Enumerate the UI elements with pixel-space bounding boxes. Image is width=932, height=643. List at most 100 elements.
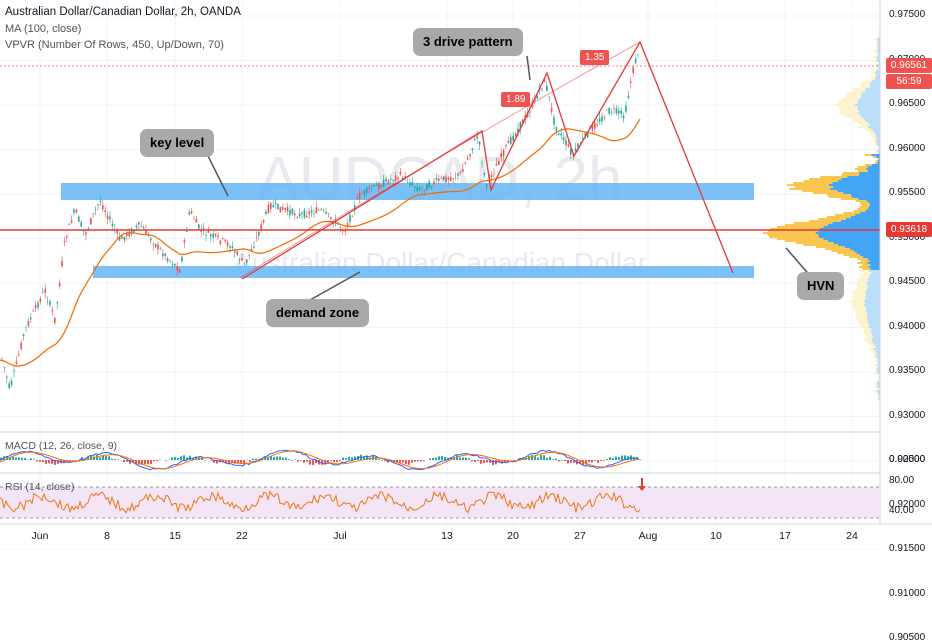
macd-histogram-bar bbox=[339, 460, 341, 461]
macd-histogram-bar bbox=[468, 459, 470, 460]
vp-bar-up bbox=[839, 106, 857, 108]
macd-histogram-bar bbox=[210, 460, 212, 461]
vp-bar-down bbox=[876, 140, 880, 142]
key-level-zone[interactable] bbox=[61, 183, 754, 200]
macd-label[interactable]: MACD (12, 26, close, 9) bbox=[5, 440, 117, 452]
macd-histogram-bar bbox=[561, 460, 563, 461]
candle-body bbox=[272, 205, 274, 207]
callout-demand-zone[interactable]: demand zone bbox=[266, 299, 369, 327]
candle-body bbox=[64, 241, 66, 242]
chart-title[interactable]: Australian Dollar/Canadian Dollar, 2h, O… bbox=[5, 6, 241, 18]
vp-bar-up bbox=[877, 398, 878, 400]
candle-body bbox=[95, 209, 97, 210]
vp-bar-down bbox=[819, 236, 880, 238]
vp-bar-down bbox=[846, 218, 880, 220]
macd-histogram-bar bbox=[603, 460, 605, 461]
indicator-vpvr-label[interactable]: VPVR (Number Of Rows, 450, Up/Down, 70) bbox=[5, 39, 224, 51]
macd-histogram-bar bbox=[378, 459, 380, 460]
macd-histogram-bar bbox=[612, 458, 614, 460]
vp-bar-up bbox=[874, 354, 877, 356]
vp-bar-down bbox=[867, 284, 880, 286]
vp-bar-down bbox=[869, 86, 880, 88]
candle-body bbox=[563, 137, 565, 140]
vp-bar-up bbox=[872, 346, 875, 348]
vp-bar-down bbox=[867, 262, 880, 264]
vp-bar-up bbox=[843, 212, 860, 214]
vp-bar-down bbox=[834, 242, 880, 244]
vp-bar-down bbox=[871, 328, 880, 330]
vp-bar-up bbox=[861, 204, 869, 206]
candle-body bbox=[157, 245, 159, 250]
candle-body bbox=[284, 208, 286, 210]
candle-body bbox=[414, 186, 416, 187]
vp-bar-up bbox=[875, 162, 877, 164]
vp-bar-down bbox=[837, 190, 880, 192]
candle-body bbox=[239, 259, 241, 260]
candle-body bbox=[234, 251, 236, 252]
vp-bar-up bbox=[877, 380, 878, 382]
vp-bar-down bbox=[867, 316, 880, 318]
candle-body bbox=[515, 133, 517, 135]
callout-key-level[interactable]: key level bbox=[140, 129, 214, 157]
vp-bar-down bbox=[877, 354, 880, 356]
candle-body bbox=[613, 108, 615, 109]
vp-bar-down bbox=[869, 124, 880, 126]
macd-histogram-bar bbox=[240, 460, 242, 463]
candle-body bbox=[299, 213, 301, 216]
candle-body bbox=[419, 188, 421, 191]
candle-body bbox=[208, 230, 210, 232]
vp-bar-up bbox=[879, 32, 880, 34]
vp-bar-down bbox=[875, 72, 880, 74]
callout-three-drive[interactable]: 3 drive pattern bbox=[413, 28, 523, 56]
demand-zone-rect[interactable] bbox=[93, 266, 754, 278]
candle-body bbox=[323, 210, 325, 211]
macd-histogram-bar bbox=[543, 455, 545, 460]
vp-bar-up bbox=[878, 152, 879, 154]
vp-bar-up bbox=[857, 208, 867, 210]
candle-body bbox=[244, 262, 246, 263]
vp-bar-up bbox=[874, 142, 877, 144]
candle-body bbox=[193, 219, 195, 220]
vp-bar-up bbox=[854, 298, 866, 300]
macd-histogram-bar bbox=[105, 456, 107, 460]
macd-histogram-bar bbox=[438, 456, 440, 460]
vp-bar-up bbox=[861, 274, 870, 276]
vp-bar-down bbox=[876, 136, 880, 138]
candle-body bbox=[476, 137, 478, 139]
candle-body bbox=[104, 210, 106, 212]
vp-bar-up bbox=[843, 254, 859, 256]
vp-bar-up bbox=[874, 144, 877, 146]
rsi-label[interactable]: RSI (14, close) bbox=[5, 481, 74, 493]
rsi-axis-top-label: 80.00 bbox=[884, 475, 932, 486]
vp-bar-down bbox=[847, 176, 880, 178]
vp-bar-down bbox=[867, 312, 880, 314]
vp-bar-down bbox=[861, 96, 880, 98]
candle-body bbox=[13, 370, 15, 371]
time-axis-label: 24 bbox=[846, 530, 858, 542]
vp-bar-down bbox=[875, 134, 880, 136]
vp-bar-up bbox=[857, 314, 867, 316]
vp-bar-up bbox=[809, 220, 841, 222]
vp-bar-down bbox=[850, 248, 880, 250]
vp-bar-down bbox=[855, 104, 880, 106]
macd-histogram-bar bbox=[72, 460, 74, 461]
vp-bar-up bbox=[858, 170, 868, 172]
vp-bar-up bbox=[876, 40, 878, 42]
indicator-ma-label[interactable]: MA (100, close) bbox=[5, 23, 81, 35]
candle-body bbox=[102, 205, 104, 209]
vp-bar-up bbox=[874, 390, 877, 392]
candle-body bbox=[174, 264, 176, 266]
macd-histogram-bar bbox=[465, 458, 467, 460]
candle-body bbox=[282, 207, 284, 210]
macd-histogram-bar bbox=[420, 460, 422, 462]
chart-canvas[interactable]: AUDCAD, 2h Australian Dollar/Canadian Do… bbox=[0, 0, 932, 550]
callout-hvn[interactable]: HVN bbox=[797, 272, 844, 300]
candle-body bbox=[76, 210, 78, 212]
candle-body bbox=[40, 299, 42, 302]
vp-bar-up bbox=[787, 184, 829, 186]
vp-bar-up bbox=[864, 332, 871, 334]
macd-histogram-bar bbox=[123, 460, 125, 462]
candle-body bbox=[464, 163, 466, 164]
vp-bar-down bbox=[857, 112, 880, 114]
vp-bar-down bbox=[851, 194, 880, 196]
